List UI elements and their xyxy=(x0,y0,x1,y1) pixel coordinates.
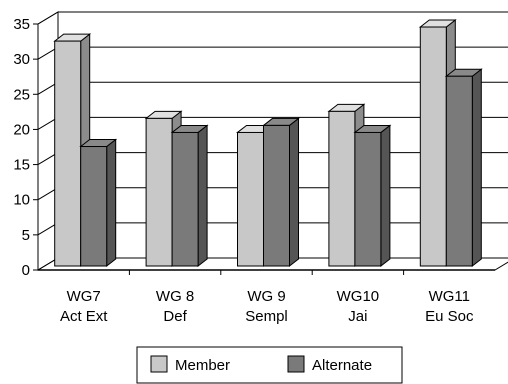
x-tick-label: Eu Soc xyxy=(425,308,474,325)
legend-box xyxy=(136,346,403,384)
bar-alternate-0 xyxy=(79,138,118,268)
axes xyxy=(37,24,495,271)
y-tick-label: 5 xyxy=(22,227,30,244)
bar-front xyxy=(445,75,473,267)
bar-side xyxy=(289,117,299,268)
bar-alternate-4 xyxy=(444,68,483,268)
x-tick-label: Act Ext xyxy=(60,308,108,325)
bar-alternate-1 xyxy=(170,124,209,268)
bar-front xyxy=(171,131,199,267)
gridline-side xyxy=(37,11,59,25)
bar-side xyxy=(471,68,482,268)
x-tick-label: Sempl xyxy=(245,308,288,325)
y-tick-label: 25 xyxy=(13,86,30,103)
x-tick-label: Def xyxy=(163,308,187,325)
bar-front xyxy=(419,26,447,267)
bars xyxy=(53,19,483,268)
y-tick-label: 0 xyxy=(22,262,30,279)
y-tick-label: 10 xyxy=(13,192,30,209)
x-tick-label: WG11 xyxy=(429,288,470,305)
bar-front xyxy=(54,40,82,267)
x-axis-labels: WG7 Act Ext WG 8 Def WG 9 Sempl WG10 Jai WG11 Eu … xyxy=(60,270,474,325)
legend-label-member: Member xyxy=(175,357,230,374)
legend-label-alternate: Alternate xyxy=(312,357,372,374)
bar-side xyxy=(197,124,208,268)
bar-alternate-3 xyxy=(353,124,392,268)
legend: Member Alternate xyxy=(136,346,403,384)
legend-swatch-member xyxy=(150,355,168,373)
x-tick-label: WG 9 xyxy=(247,288,285,305)
bar-alternate-2 xyxy=(262,117,300,268)
bar-front xyxy=(145,117,173,267)
bar-side xyxy=(380,124,391,268)
y-tick-label: 15 xyxy=(13,157,30,174)
bar-front xyxy=(80,146,108,267)
bar-front xyxy=(354,131,382,267)
y-tick-label: 30 xyxy=(13,51,30,68)
bar-front xyxy=(328,110,356,267)
bar-side xyxy=(106,138,117,268)
bar-front xyxy=(263,124,290,267)
x-tick-label: Jai xyxy=(348,308,367,325)
x-tick-label: WG10 xyxy=(337,288,380,305)
x-tick-label: WG7 xyxy=(67,288,101,305)
bar-front xyxy=(237,131,264,267)
y-axis-ticks: 0 5 10 15 20 25 30 35 xyxy=(13,16,38,279)
x-tick-label: WG 8 xyxy=(156,288,194,305)
y-tick-label: 20 xyxy=(13,121,30,138)
y-tick-label: 35 xyxy=(13,16,30,33)
legend-swatch-alternate xyxy=(287,355,305,373)
